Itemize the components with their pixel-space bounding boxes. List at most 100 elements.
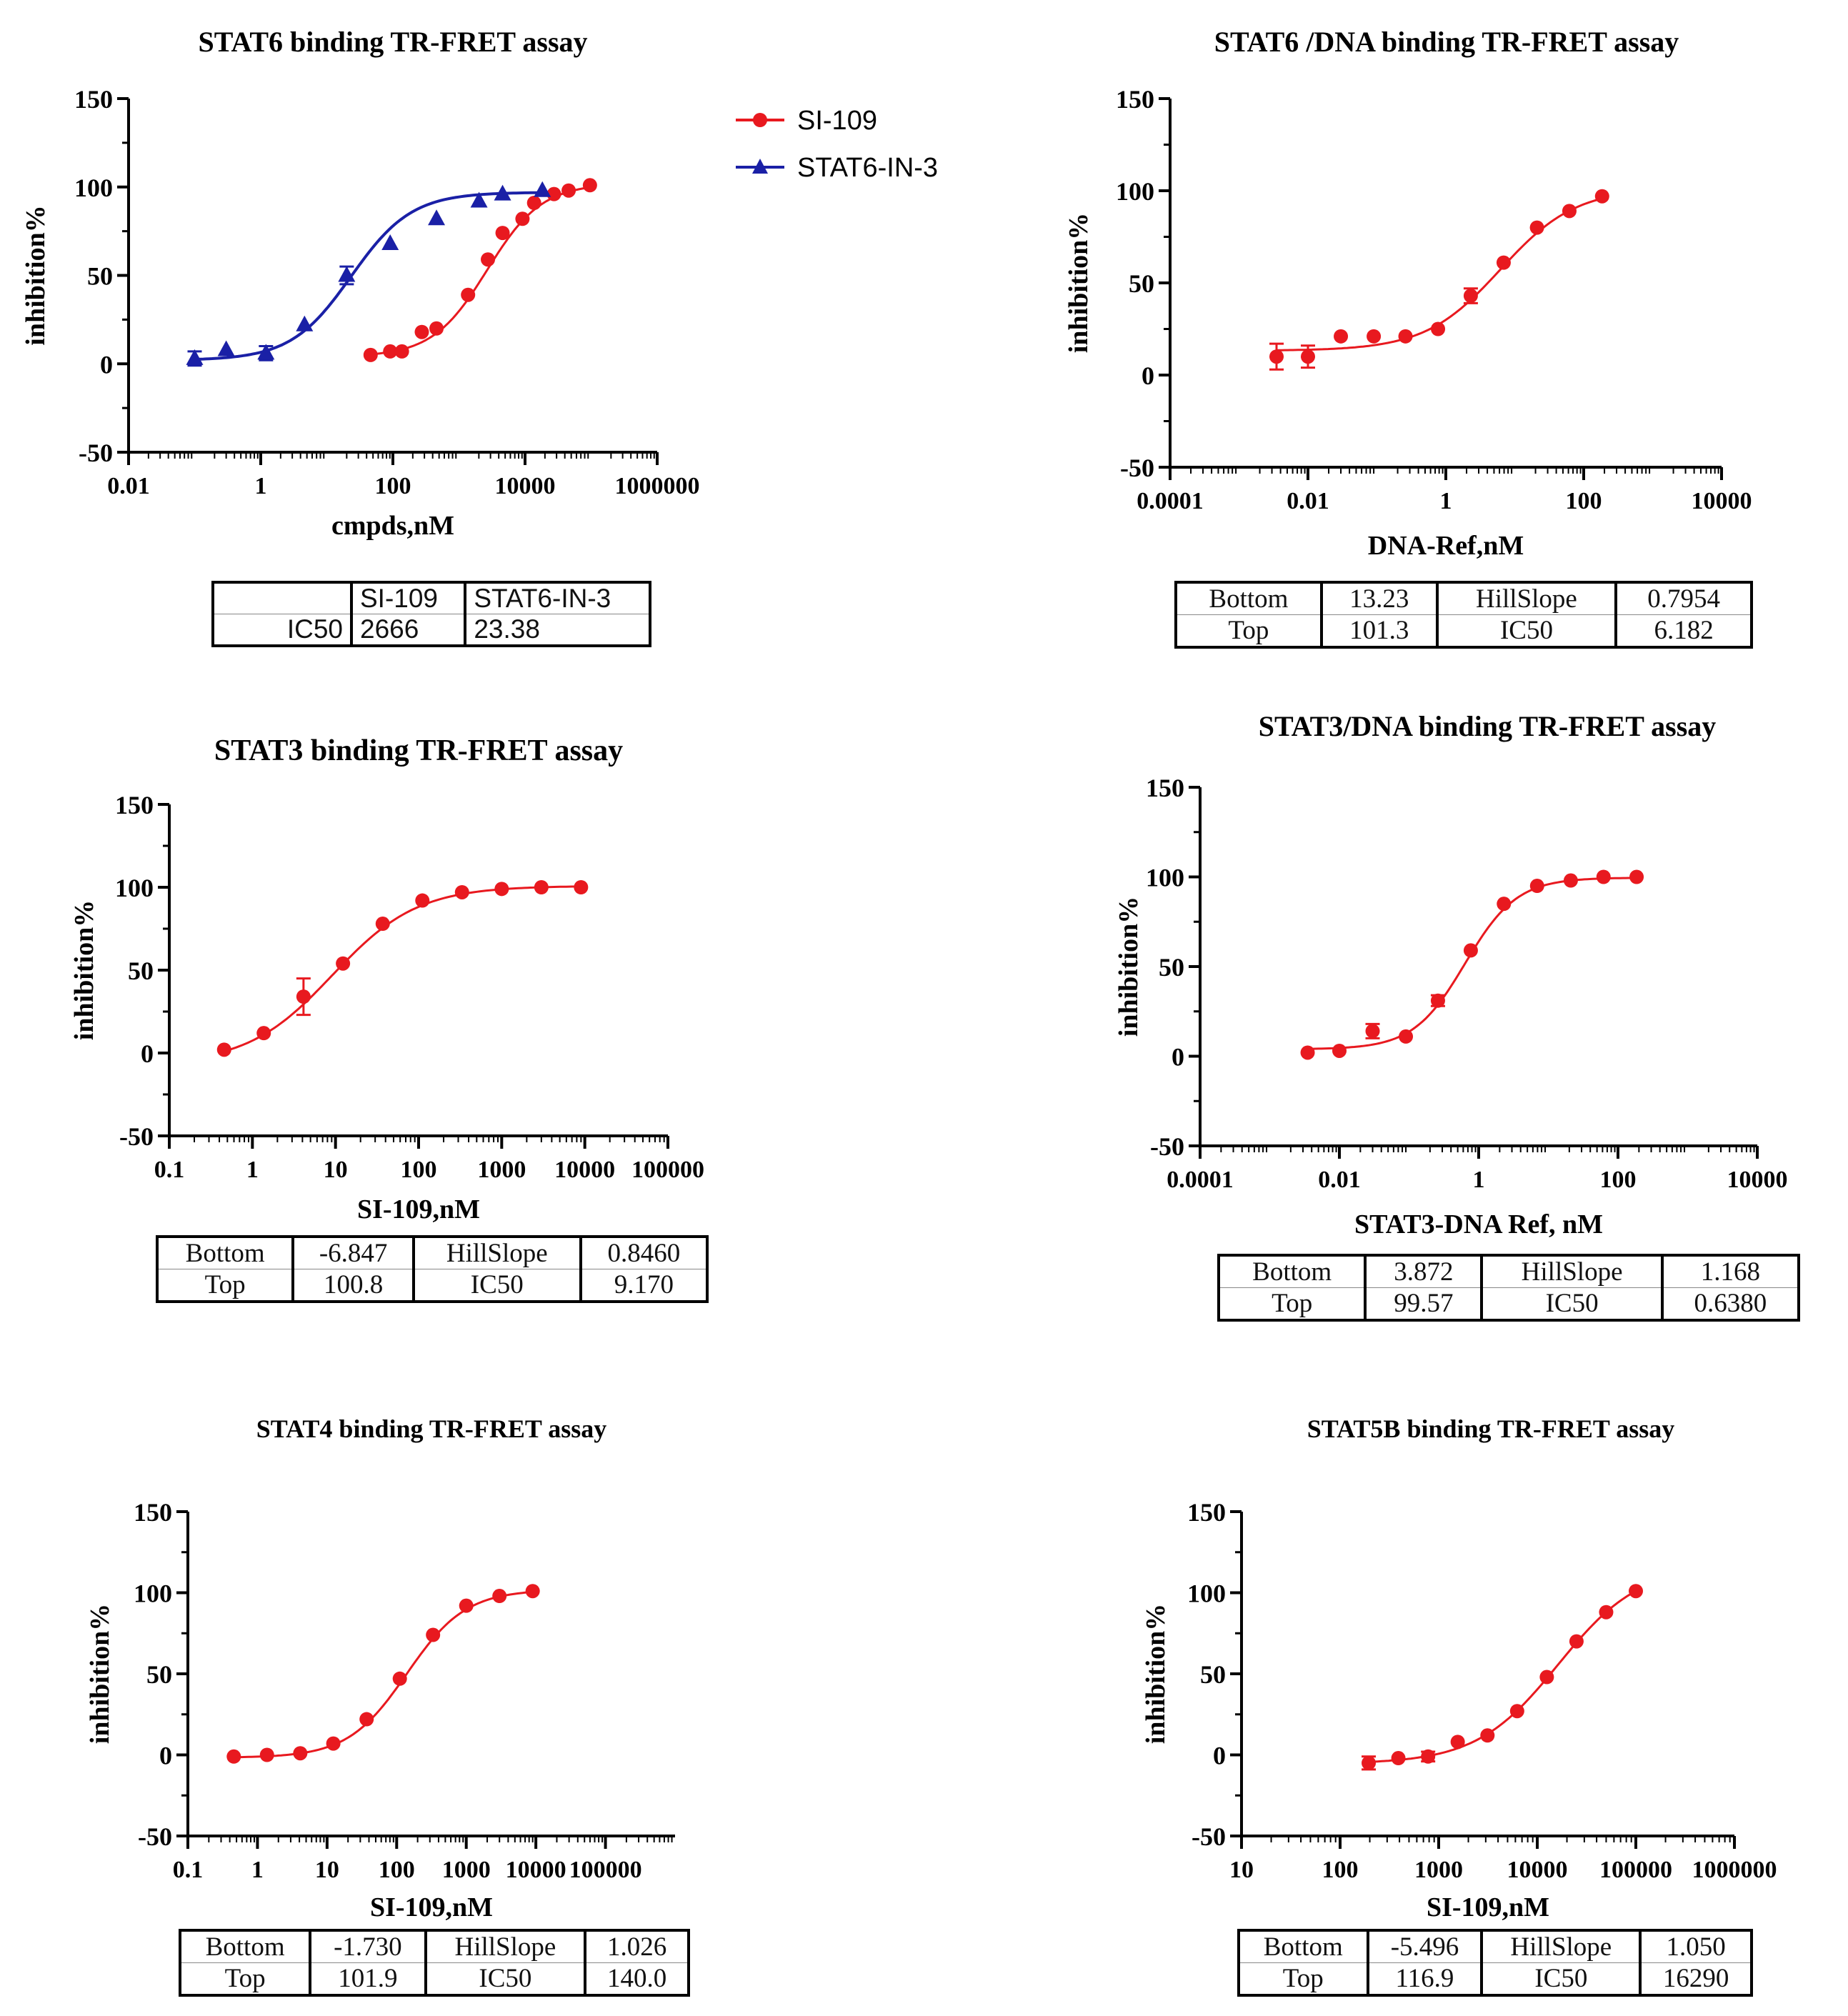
data-point (336, 956, 351, 971)
params-label-hillslope: HillSlope (425, 1930, 587, 1963)
chart-stat3: STAT3 binding TR-FRET assay -50 0 50 100 150 0… (69, 734, 704, 1224)
chart-stat6-dna: STAT6 /DNA binding TR-FRET assay-5005010… (1064, 26, 1752, 561)
y-tick-label: 50 (1129, 269, 1154, 298)
y-tick-label: 150 (134, 1498, 172, 1527)
data-point (1497, 897, 1512, 912)
data-point (293, 1746, 308, 1761)
params-value-ic50: 140.0 (607, 1964, 667, 1993)
data-point (1367, 329, 1382, 344)
params-label-top: Top (1239, 1962, 1369, 1995)
params-label-bottom: Bottom (1176, 582, 1323, 615)
data-point (256, 1026, 271, 1041)
params-label-bottom: Bottom (157, 1237, 295, 1269)
data-point (1594, 189, 1609, 204)
x-tick-label: 0.01 (107, 473, 150, 499)
params-header-si109: SI-109 (351, 582, 467, 614)
data-point (392, 1671, 407, 1686)
data-point (1563, 873, 1578, 888)
y-axis-label: inhibition% (21, 205, 51, 345)
params-label-top: Top (1219, 1287, 1367, 1320)
legend: SI-109 STAT6-IN-3 (736, 106, 938, 183)
y-tick-label: 0 (1142, 361, 1154, 390)
data-point (525, 1584, 540, 1599)
data-point (226, 1749, 241, 1764)
y-tick-label: 100 (1116, 177, 1154, 206)
chart-title: STAT3 binding TR-FRET assay (214, 734, 623, 767)
params-table-stat6-dna: Bottom 13.23 HillSlope 0.7954 Top 101.3 … (1174, 581, 1753, 649)
data-point (1463, 289, 1478, 304)
data-point (1391, 1751, 1406, 1766)
y-tick-label: -50 (119, 1122, 154, 1151)
data-point (515, 211, 530, 226)
params-value-hillslope: 1.050 (1640, 1930, 1752, 1963)
data-point (338, 266, 356, 282)
data-point (1596, 869, 1611, 884)
data-point (1269, 349, 1284, 364)
data-point (1629, 869, 1644, 884)
y-tick-label: -50 (138, 1822, 172, 1851)
x-tick-label: 10000 (1692, 488, 1752, 514)
params-label-top: Top (1176, 614, 1323, 647)
y-tick-label: 150 (1187, 1498, 1226, 1527)
data-point (470, 191, 488, 208)
data-point (1334, 329, 1349, 344)
x-tick-label: 100 (1600, 1167, 1637, 1193)
x-tick-label: 0.01 (1318, 1167, 1361, 1193)
params-table-stat3: Bottom -6.847 HillSlope 0.8460 Top 100.8… (156, 1235, 709, 1303)
data-point (326, 1736, 341, 1751)
data-point (426, 1627, 441, 1642)
x-tick-label: 10000 (506, 1857, 566, 1883)
params-value-si109-ic50: 2666 (351, 614, 467, 646)
legend-marker (752, 159, 768, 174)
series-data (1362, 1584, 1643, 1771)
y-tick-label: 150 (115, 791, 154, 819)
data-point (217, 340, 235, 356)
params-value-top: 100.8 (293, 1269, 415, 1302)
y-axis-label: inhibition% (69, 900, 99, 1040)
params-value-top: 116.9 (1367, 1962, 1484, 1995)
params-label-bottom: Bottom (180, 1930, 312, 1963)
y-tick-label: 100 (134, 1580, 172, 1608)
data-point (186, 349, 204, 365)
data-point (1496, 255, 1511, 270)
data-point (429, 321, 444, 336)
params-label-top: Top (180, 1962, 312, 1995)
x-axis-label: cmpds,nM (331, 511, 454, 541)
data-point (1362, 1755, 1377, 1770)
y-tick-label: 150 (74, 85, 113, 114)
params-label-ic50: IC50 (413, 1269, 582, 1302)
fit-curve (234, 1590, 533, 1759)
data-point (1599, 1605, 1614, 1620)
y-tick-label: 150 (1146, 774, 1184, 802)
data-point (534, 880, 549, 894)
data-point (259, 1747, 274, 1762)
params-label-bottom: Bottom (1219, 1255, 1367, 1288)
params-value-hillslope: 0.7954 (1616, 582, 1752, 615)
x-axis-label: STAT3-DNA Ref, nM (1354, 1209, 1603, 1239)
data-point (1398, 329, 1413, 344)
params-label-ic50: IC50 (425, 1962, 587, 1995)
data-point (1509, 1704, 1524, 1719)
params-label-top: Top (157, 1269, 295, 1302)
legend-label: STAT6-IN-3 (797, 153, 938, 183)
y-tick-label: 100 (74, 174, 113, 202)
data-point (428, 209, 446, 226)
data-point (1365, 1024, 1380, 1039)
y-axis-label: inhibition% (1114, 897, 1144, 1037)
params-value-hillslope: 0.8460 (580, 1237, 707, 1269)
params-value-bottom: 3.872 (1365, 1255, 1484, 1288)
data-point (363, 347, 378, 362)
params-table-stat6: SI-109 STAT6-IN-3 IC50 2666 23.38 (211, 581, 651, 647)
y-tick-label: 150 (1116, 85, 1154, 114)
data-point (394, 344, 409, 359)
params-label-bottom: Bottom (1239, 1930, 1369, 1963)
y-tick-label: -50 (1150, 1132, 1184, 1161)
y-axis-label: inhibition% (1064, 213, 1094, 353)
chart-title: STAT6 binding TR-FRET assay (198, 26, 587, 58)
y-tick-label: 50 (128, 957, 154, 985)
params-value-ic50: 9.170 (614, 1270, 674, 1299)
params-value-bottom: 13.23 (1321, 582, 1439, 615)
params-value-hillslope: 1.168 (1662, 1255, 1799, 1288)
chart-stat3-dna: STAT3/DNA binding TR-FRET assay -50 0 50 100… (1114, 710, 1788, 1239)
